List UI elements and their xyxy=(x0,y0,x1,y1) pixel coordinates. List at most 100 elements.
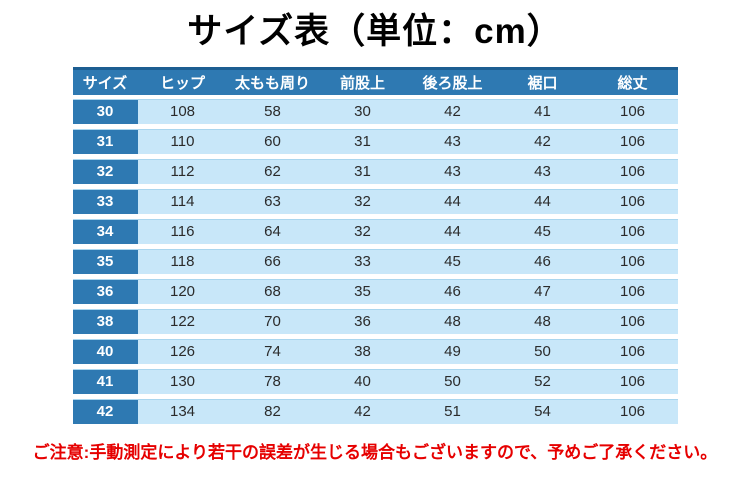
caution-note: ご注意:手動測定により若干の誤差が生じる場合もございますので、予めご了承ください… xyxy=(32,442,718,462)
column-header-5: 裾口 xyxy=(527,74,558,92)
value-cell: 106 xyxy=(619,313,646,331)
value-cell: 120 xyxy=(169,283,196,301)
value-cell: 108 xyxy=(169,103,196,121)
value-cell: 54 xyxy=(534,403,551,421)
value-cell: 106 xyxy=(619,103,646,121)
value-cell: 106 xyxy=(619,223,646,241)
value-cell: 43 xyxy=(444,133,461,151)
value-cell: 47 xyxy=(534,283,551,301)
value-cell: 118 xyxy=(170,253,195,271)
column-header-4: 後ろ股上 xyxy=(422,74,483,92)
table-row: 32 112 62 31 43 43 106 xyxy=(72,158,678,184)
page-title: サイズ表（単位：cm） xyxy=(187,12,563,51)
value-cell: 106 xyxy=(619,133,646,151)
value-cell: 31 xyxy=(354,163,371,181)
value-cell: 126 xyxy=(169,343,196,361)
size-cell: 42 xyxy=(72,399,138,424)
size-cell: 40 xyxy=(72,339,138,364)
value-cell: 116 xyxy=(170,223,195,241)
size-cell: 30 xyxy=(72,99,138,124)
value-cell: 33 xyxy=(354,253,371,271)
value-cell: 45 xyxy=(534,223,551,241)
value-cell: 60 xyxy=(264,133,281,151)
value-cell: 43 xyxy=(534,163,551,181)
size-cell: 32 xyxy=(72,159,138,184)
table-row: 41 130 78 40 50 52 106 xyxy=(72,368,678,394)
value-cell: 112 xyxy=(170,163,195,181)
value-cell: 32 xyxy=(354,223,371,241)
value-cell: 52 xyxy=(534,373,551,391)
value-cell: 31 xyxy=(354,133,371,151)
value-cell: 106 xyxy=(619,403,646,421)
value-cell: 42 xyxy=(444,103,461,121)
value-cell: 106 xyxy=(619,253,646,271)
value-cell: 106 xyxy=(619,193,646,211)
size-cell: 35 xyxy=(72,249,138,274)
value-cell: 66 xyxy=(264,253,281,271)
value-cell: 48 xyxy=(444,313,461,331)
value-cell: 110 xyxy=(170,133,195,151)
value-cell: 46 xyxy=(534,253,551,271)
value-cell: 122 xyxy=(169,313,196,331)
value-cell: 134 xyxy=(169,403,196,421)
value-cell: 58 xyxy=(264,103,281,121)
value-cell: 106 xyxy=(619,283,646,301)
value-cell: 40 xyxy=(354,373,371,391)
table-body: 30 108 58 30 42 41 106 31 110 60 31 43 42 106 32 112 62 3… xyxy=(72,98,678,424)
value-cell: 42 xyxy=(534,133,551,151)
value-cell: 106 xyxy=(619,163,646,181)
value-cell: 35 xyxy=(354,283,371,301)
column-header-2: 太もも周り xyxy=(234,74,310,92)
value-cell: 42 xyxy=(354,403,371,421)
value-cell: 38 xyxy=(354,343,371,361)
value-cell: 64 xyxy=(264,223,281,241)
size-cell: 34 xyxy=(72,219,138,244)
value-cell: 51 xyxy=(444,403,461,421)
value-cell: 45 xyxy=(444,253,461,271)
size-cell: 36 xyxy=(72,279,138,304)
size-cell: 31 xyxy=(72,129,138,154)
value-cell: 44 xyxy=(444,193,461,211)
value-cell: 36 xyxy=(354,313,371,331)
value-cell: 30 xyxy=(354,103,371,121)
value-cell: 44 xyxy=(444,223,461,241)
table-row: 42 134 82 42 51 54 106 xyxy=(72,398,678,424)
value-cell: 74 xyxy=(264,343,281,361)
value-cell: 68 xyxy=(264,283,281,301)
value-cell: 70 xyxy=(264,313,281,331)
value-cell: 130 xyxy=(169,373,196,391)
value-cell: 32 xyxy=(354,193,371,211)
table-row: 38 122 70 36 48 48 106 xyxy=(72,308,678,334)
table-row: 40 126 74 38 49 50 106 xyxy=(72,338,678,364)
size-cell: 38 xyxy=(72,309,138,334)
table-header-row: サイズ ヒップ 太もも周り 前股上 後ろ股上 裾口 総丈 xyxy=(72,66,678,95)
value-cell: 43 xyxy=(444,163,461,181)
value-cell: 46 xyxy=(444,283,461,301)
value-cell: 114 xyxy=(170,193,195,211)
column-header-3: 前股上 xyxy=(339,74,385,92)
table-row: 31 110 60 31 43 42 106 xyxy=(72,128,678,154)
value-cell: 41 xyxy=(534,103,551,121)
value-cell: 63 xyxy=(264,193,281,211)
table-row: 33 114 63 32 44 44 106 xyxy=(72,188,678,214)
size-cell: 41 xyxy=(72,369,138,394)
value-cell: 48 xyxy=(534,313,551,331)
value-cell: 49 xyxy=(444,343,461,361)
value-cell: 106 xyxy=(619,343,646,361)
value-cell: 44 xyxy=(534,193,551,211)
column-header-1: ヒップ xyxy=(159,74,205,92)
value-cell: 106 xyxy=(619,373,646,391)
table-row: 35 118 66 33 45 46 106 xyxy=(72,248,678,274)
column-header-6: 総丈 xyxy=(617,74,648,92)
value-cell: 78 xyxy=(264,373,281,391)
value-cell: 50 xyxy=(444,373,461,391)
table-row: 34 116 64 32 44 45 106 xyxy=(72,218,678,244)
value-cell: 82 xyxy=(264,403,281,421)
value-cell: 50 xyxy=(534,343,551,361)
column-header-0: サイズ xyxy=(82,74,128,92)
size-cell: 33 xyxy=(72,189,138,214)
table-row: 30 108 58 30 42 41 106 xyxy=(72,98,678,124)
table-row: 36 120 68 35 46 47 106 xyxy=(72,278,678,304)
value-cell: 62 xyxy=(264,163,281,181)
